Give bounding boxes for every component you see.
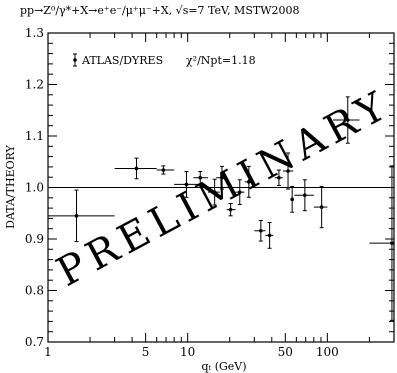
legend: ATLAS/DYRES (73, 53, 163, 67)
data-marker (228, 207, 233, 212)
data-marker (184, 182, 189, 187)
data-marker (303, 193, 307, 198)
y-tick-label: 0.8 (25, 284, 44, 298)
legend-marker (73, 53, 77, 67)
data-point (48, 189, 115, 243)
data-marker (74, 214, 79, 218)
data-point (156, 165, 175, 175)
data-marker (212, 190, 217, 194)
y-axis-ticks: 0.7 0.8 0.9 1.0 1.1 1.2 1.3 (25, 26, 394, 349)
y-tick-label: 1.2 (25, 78, 44, 92)
data-point (290, 185, 295, 213)
data-point (313, 185, 328, 229)
data-marker (267, 233, 272, 238)
data-point (235, 179, 245, 205)
legend-label: ATLAS/DYRES (81, 54, 163, 67)
x-tick-label: 5 (142, 345, 150, 359)
data-point (294, 179, 314, 212)
data-point (174, 171, 199, 198)
y-tick-label: 1.1 (25, 129, 44, 143)
legend-dot (73, 58, 77, 62)
x-tick-label: 1 (44, 345, 52, 359)
y-tick-label: 0.7 (25, 335, 44, 349)
y-tick-label: 1.0 (25, 181, 44, 195)
data-point (274, 169, 283, 186)
data-marker (345, 118, 350, 122)
y-tick-label: 1.3 (25, 26, 44, 40)
data-marker (237, 190, 242, 194)
x-axis-title: qₜ (GeV) (201, 360, 246, 373)
chart-title: pp→Z⁰/γ*+X→e⁺e⁻/μ⁺μ⁻+X, √s=7 TeV, MSTW20… (20, 4, 300, 17)
data-marker (286, 169, 290, 173)
data-point (265, 222, 274, 249)
data-point (333, 96, 360, 144)
y-axis-title: DATA/THEORY (4, 144, 17, 228)
watermark-text: PRELIMINARY (50, 81, 397, 296)
data-marker (247, 180, 251, 184)
y-tick-label: 0.9 (25, 232, 44, 246)
data-point (216, 165, 227, 190)
x-axis-ticks: 1 5 10 50 100 (44, 33, 395, 359)
data-points-group (48, 96, 394, 321)
data-marker (319, 205, 324, 209)
data-marker (390, 241, 394, 245)
data-point (114, 157, 157, 180)
data-marker (198, 175, 203, 180)
chi2-annotation: χ²/Npt=1.18 (186, 54, 256, 67)
data-point (254, 219, 266, 242)
data-point (208, 178, 220, 206)
data-marker (290, 197, 294, 202)
x-tick-label: 100 (316, 345, 339, 359)
x-tick-label: 10 (180, 345, 195, 359)
data-marker (277, 175, 281, 180)
data-point (226, 202, 236, 217)
data-marker (161, 168, 166, 172)
x-tick-label: 50 (278, 345, 293, 359)
data-point (369, 165, 394, 321)
data-point (193, 171, 209, 185)
data-point (282, 152, 294, 190)
data-marker (259, 228, 263, 233)
data-point (244, 165, 253, 198)
data-marker (220, 175, 224, 180)
data-marker (134, 166, 139, 171)
